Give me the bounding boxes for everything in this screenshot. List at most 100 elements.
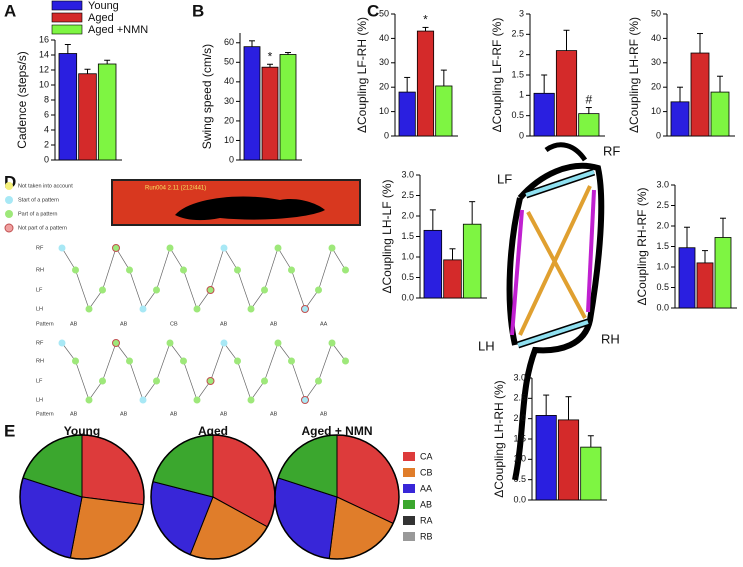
- legend-swatch: [403, 484, 415, 493]
- footfall: [261, 286, 268, 294]
- gait-trace: [61, 247, 346, 310]
- pattern-label: AB: [220, 411, 228, 417]
- footfall: [220, 244, 228, 252]
- bar: [243, 46, 261, 161]
- mouse-diagram: LF RF LH RH: [478, 142, 620, 481]
- legend-text: Part of a pattern: [18, 211, 57, 217]
- y-axis-label: Cadence (steps/s): [15, 51, 29, 148]
- y-tick-label: 50: [379, 8, 389, 18]
- row-label: LF: [36, 378, 43, 384]
- y-tick-label: 1: [519, 90, 524, 100]
- footfall: [342, 357, 349, 365]
- y-tick-label: 2.0: [656, 220, 669, 230]
- y-tick-label: 1.0: [401, 251, 414, 261]
- bar: [58, 53, 78, 161]
- y-tick-label: 30: [379, 57, 389, 67]
- y-tick-label: 2.0: [513, 413, 526, 423]
- row-label: LH: [36, 397, 43, 403]
- bar: [279, 54, 297, 161]
- footfall: [234, 266, 241, 274]
- y-tick-label: 1.5: [513, 433, 526, 443]
- footfall: [153, 377, 160, 385]
- row-label: Pattern: [36, 321, 54, 327]
- bar: [535, 415, 557, 501]
- legend-swatch: [403, 468, 415, 477]
- row-label: Pattern: [36, 411, 54, 417]
- y-tick-label: 10: [39, 79, 49, 89]
- y-tick-label: 10: [379, 106, 389, 116]
- pattern-label: AB: [70, 411, 78, 417]
- footfall: [72, 266, 79, 274]
- pattern-label: AB: [320, 411, 328, 417]
- footfall: [153, 286, 160, 294]
- y-tick-label: 2.5: [511, 29, 524, 39]
- y-tick-label: 1.0: [513, 454, 526, 464]
- video-label: Run004 2.11 (212/441): [145, 186, 206, 192]
- pattern-label: AB: [120, 411, 128, 417]
- y-tick-label: 3.0: [401, 169, 414, 179]
- y-tick-label: 0: [519, 130, 524, 140]
- footfall: [220, 339, 228, 347]
- footfall: [328, 244, 336, 252]
- y-tick-label: 2: [519, 49, 524, 59]
- footfall: [72, 357, 79, 365]
- footfall: [274, 244, 282, 252]
- bar: [710, 91, 730, 137]
- row-label: RF: [36, 245, 44, 251]
- legend-label: RA: [420, 515, 433, 525]
- y-tick-label: 30: [651, 57, 661, 67]
- y-tick-label: 40: [224, 76, 234, 86]
- y-tick-label: 40: [379, 33, 389, 43]
- y-tick-label: 3: [519, 8, 524, 18]
- pattern-label: AB: [220, 321, 228, 327]
- footfall: [206, 286, 215, 294]
- y-tick-label: 3.0: [513, 372, 526, 382]
- legend-swatch: [403, 452, 415, 461]
- y-tick-label: 20: [379, 82, 389, 92]
- legend-text: Not taken into account: [18, 183, 73, 189]
- legend-dot: [5, 182, 13, 190]
- legend-dot: [4, 223, 14, 233]
- y-tick-label: 2.5: [401, 190, 414, 200]
- footfall: [139, 305, 147, 313]
- pie-title: Aged: [198, 424, 228, 438]
- panel-label: E: [4, 421, 15, 440]
- y-tick-label: 2.0: [401, 210, 414, 220]
- legend-label: AB: [420, 499, 432, 509]
- panel-label: B: [192, 1, 204, 20]
- y-tick-label: 0.0: [513, 494, 526, 504]
- legend-label: Young: [88, 0, 119, 12]
- legend-swatch: [51, 24, 83, 35]
- footfall: [85, 305, 93, 313]
- y-tick-label: 0: [656, 130, 661, 140]
- bar: [678, 247, 696, 309]
- y-axis-label: ΔCoupling RH-RF (%): [635, 187, 649, 305]
- y-tick-label: 50: [224, 57, 234, 67]
- bar: [670, 101, 690, 137]
- footfall: [247, 396, 255, 404]
- footfall: [85, 396, 93, 404]
- y-tick-label: 0: [44, 154, 49, 164]
- y-tick-label: 0.5: [656, 282, 669, 292]
- paw-label: RH: [601, 331, 620, 346]
- y-tick-label: 4: [44, 124, 49, 134]
- bar: [443, 259, 462, 299]
- footfall: [180, 266, 187, 274]
- legend-label: Aged: [88, 12, 114, 24]
- paw-label: LH: [478, 338, 495, 353]
- footfall: [288, 266, 295, 274]
- bar: [690, 52, 710, 137]
- y-tick-label: 40: [651, 33, 661, 43]
- annotation: *: [268, 49, 273, 63]
- pie-title: Young: [64, 424, 100, 438]
- pattern-label: AB: [270, 321, 278, 327]
- pattern-label: AB: [270, 411, 278, 417]
- legend-swatch: [403, 532, 415, 541]
- annotation: *: [423, 13, 428, 27]
- pie-outline: [19, 434, 145, 560]
- y-tick-label: 10: [651, 106, 661, 116]
- y-tick-label: 8: [44, 94, 49, 104]
- legend-label: AA: [420, 483, 432, 493]
- paw-label: LF: [497, 171, 512, 186]
